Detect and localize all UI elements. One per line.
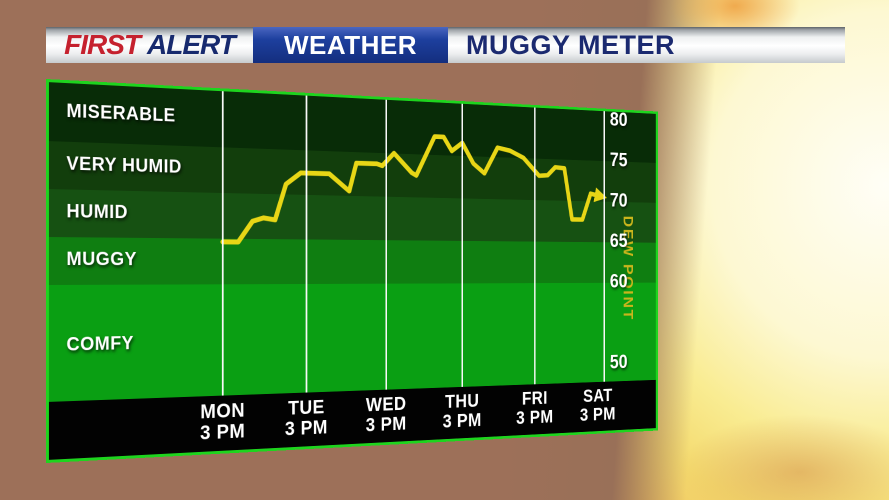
gridline-fri [534,107,536,385]
x-label-thu: THU 3 PM [442,390,482,433]
brand-first-text: FIRST [64,29,141,60]
band-label-muggy: MUGGY [66,248,137,270]
x-label-fri: FRI 3 PM [516,388,554,429]
brand-alert-text: ALERT [147,29,236,60]
dew-point-line [223,128,601,245]
dew-point-line-chart [49,82,656,402]
page-title: MUGGY METER [466,29,676,60]
band-label-very-humid: VERY HUMID [66,153,182,178]
muggy-meter-chart: DEW POINT MISERABLE VERY HUMID HUMID MUGGY C… [46,79,658,463]
weather-segment: WEATHER [253,27,448,63]
axis-separator-line [603,111,605,382]
weather-text: WEATHER [283,29,417,60]
y-tick-60: 60 [609,269,628,292]
x-label-wed: WED 3 PM [365,393,407,437]
y-tick-75: 75 [609,147,628,171]
band-label-miserable: MISERABLE [66,100,176,127]
y-tick-65: 65 [609,228,628,251]
x-label-tue: TUE 3 PM [284,396,328,441]
gridline-wed [385,99,388,390]
band-label-comfy: COMFY [66,333,134,356]
gridline-mon [221,91,224,396]
plot-area: DEW POINT MISERABLE VERY HUMID HUMID MUGGY C… [49,82,656,402]
band-label-humid: HUMID [66,200,129,223]
gridline-thu [461,103,464,387]
brand-segment: FIRST ALERT [46,27,253,63]
y-tick-80: 80 [609,107,628,131]
title-segment: MUGGY METER [448,27,845,63]
x-label-sat: SAT 3 PM [579,385,616,426]
y-tick-70: 70 [609,188,628,211]
x-label-mon: MON 3 PM [200,399,246,445]
gridline-tue [305,95,308,393]
header-bar: FIRST ALERT WEATHER MUGGY METER [46,27,845,63]
y-tick-50: 50 [609,349,628,373]
